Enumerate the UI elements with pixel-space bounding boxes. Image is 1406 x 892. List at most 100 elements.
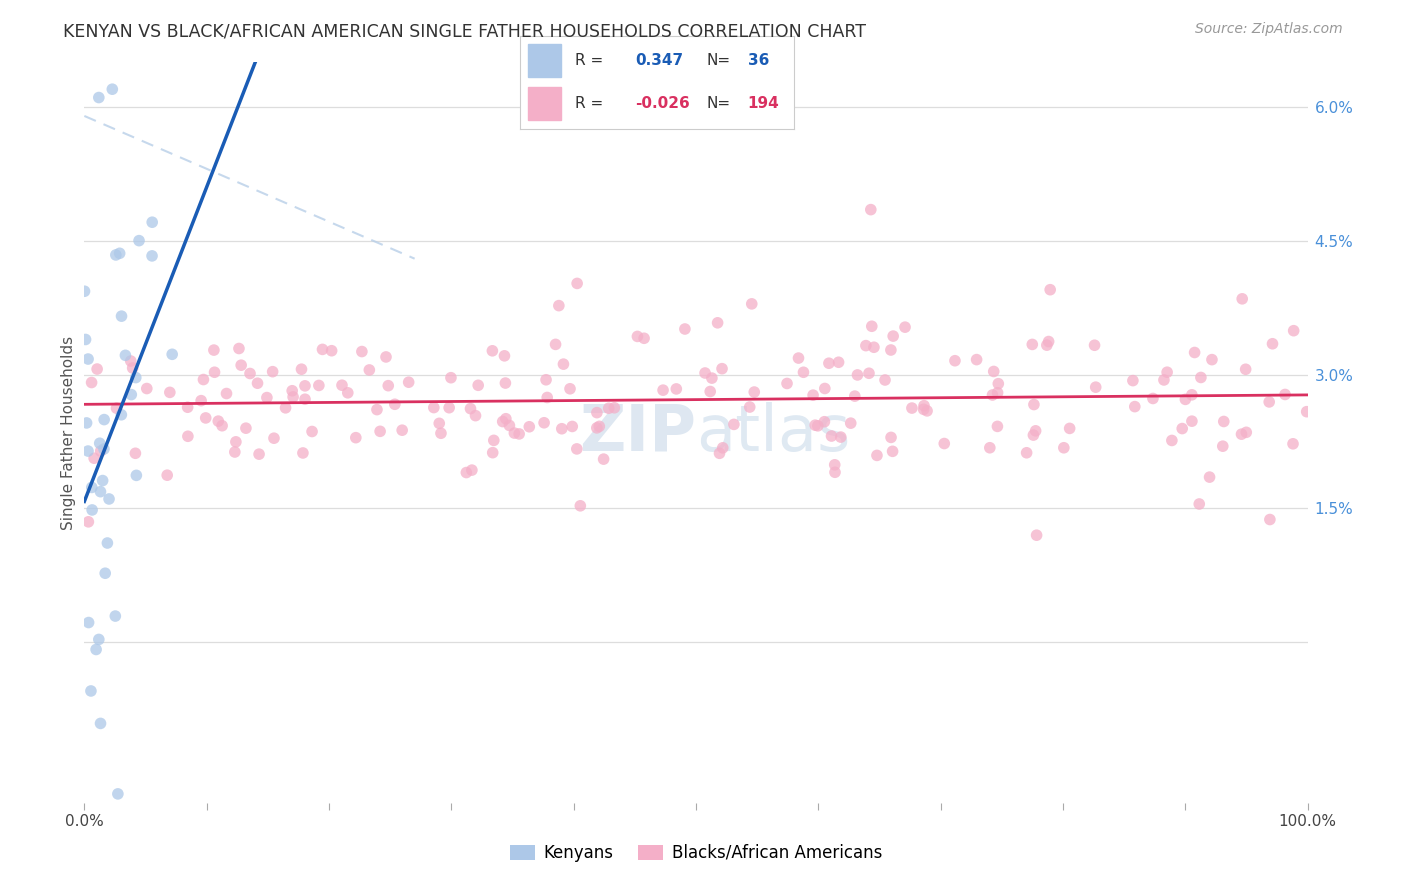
Point bbox=[90, 444, 112, 458]
Point bbox=[80, 684, 103, 698]
Point bbox=[1282, 437, 1305, 451]
Point bbox=[160, 347, 183, 361]
Point bbox=[592, 452, 614, 467]
Point bbox=[873, 373, 896, 387]
Point bbox=[553, 357, 575, 371]
Point bbox=[120, 354, 142, 368]
Point bbox=[1174, 392, 1197, 407]
Point bbox=[1123, 400, 1146, 414]
Point bbox=[110, 309, 132, 323]
Point bbox=[586, 406, 609, 420]
Point bbox=[1022, 428, 1045, 442]
Point bbox=[844, 389, 866, 403]
Point bbox=[565, 277, 588, 291]
Point bbox=[1025, 528, 1047, 542]
Point bbox=[294, 379, 316, 393]
Point bbox=[224, 445, 246, 459]
Point bbox=[125, 468, 148, 483]
Point bbox=[193, 372, 215, 386]
Text: ZIP: ZIP bbox=[579, 401, 696, 464]
Point bbox=[943, 353, 966, 368]
Point bbox=[91, 474, 114, 488]
Point bbox=[665, 382, 688, 396]
Point bbox=[699, 384, 721, 399]
Point bbox=[110, 408, 132, 422]
Point bbox=[308, 378, 330, 392]
Point bbox=[75, 333, 97, 347]
Point bbox=[792, 365, 814, 379]
Point bbox=[912, 402, 935, 417]
Point bbox=[801, 388, 824, 402]
Point bbox=[77, 444, 100, 458]
Point bbox=[204, 365, 226, 379]
Point bbox=[321, 343, 343, 358]
Point bbox=[517, 419, 540, 434]
Point bbox=[534, 373, 557, 387]
Point bbox=[1295, 405, 1317, 419]
Point bbox=[311, 343, 333, 357]
Point bbox=[437, 401, 460, 415]
Point bbox=[141, 249, 163, 263]
Point bbox=[1258, 395, 1281, 409]
Point bbox=[83, 451, 105, 466]
Point bbox=[1160, 434, 1182, 448]
Point bbox=[1282, 324, 1305, 338]
Point bbox=[652, 383, 675, 397]
Point bbox=[558, 382, 581, 396]
Legend: Kenyans, Blacks/African Americans: Kenyans, Blacks/African Americans bbox=[503, 838, 889, 869]
Point bbox=[368, 425, 391, 439]
Point bbox=[231, 358, 253, 372]
Point bbox=[912, 399, 935, 413]
Point bbox=[830, 430, 852, 444]
Point bbox=[82, 503, 104, 517]
Point bbox=[430, 426, 453, 441]
Point bbox=[1230, 427, 1253, 442]
Point bbox=[807, 418, 830, 433]
Point bbox=[860, 319, 883, 334]
Point bbox=[603, 401, 626, 415]
Point bbox=[1059, 421, 1081, 435]
Point bbox=[177, 429, 200, 443]
Point bbox=[544, 337, 567, 351]
Point bbox=[128, 234, 150, 248]
Point bbox=[274, 401, 297, 415]
Point bbox=[882, 329, 904, 343]
Point bbox=[880, 343, 903, 357]
Point bbox=[1084, 380, 1107, 394]
Text: 36: 36 bbox=[748, 53, 769, 68]
Point bbox=[467, 378, 489, 392]
Point bbox=[1212, 439, 1234, 453]
Point bbox=[84, 642, 107, 657]
Point bbox=[1083, 338, 1105, 352]
Point bbox=[983, 364, 1005, 378]
Point bbox=[1021, 337, 1043, 351]
Point bbox=[135, 382, 157, 396]
Point bbox=[814, 382, 837, 396]
Point bbox=[228, 342, 250, 356]
Point bbox=[464, 409, 486, 423]
Point bbox=[460, 401, 482, 416]
Point bbox=[87, 632, 110, 647]
Point bbox=[89, 436, 111, 450]
Point bbox=[1053, 441, 1076, 455]
Point bbox=[598, 401, 620, 416]
Point bbox=[423, 401, 446, 415]
Point bbox=[1198, 470, 1220, 484]
Point bbox=[824, 465, 846, 479]
Point bbox=[882, 444, 904, 458]
Point bbox=[1234, 425, 1257, 440]
Point bbox=[108, 246, 131, 260]
Point bbox=[706, 316, 728, 330]
Point bbox=[723, 417, 745, 432]
Point bbox=[215, 386, 238, 401]
Point bbox=[533, 416, 555, 430]
Point bbox=[846, 368, 869, 382]
Point bbox=[336, 385, 359, 400]
Point bbox=[894, 320, 917, 334]
Point bbox=[804, 418, 827, 433]
Point bbox=[141, 215, 163, 229]
Point bbox=[98, 491, 121, 506]
Point bbox=[776, 376, 799, 391]
Point bbox=[207, 414, 229, 428]
Point bbox=[1156, 365, 1178, 379]
